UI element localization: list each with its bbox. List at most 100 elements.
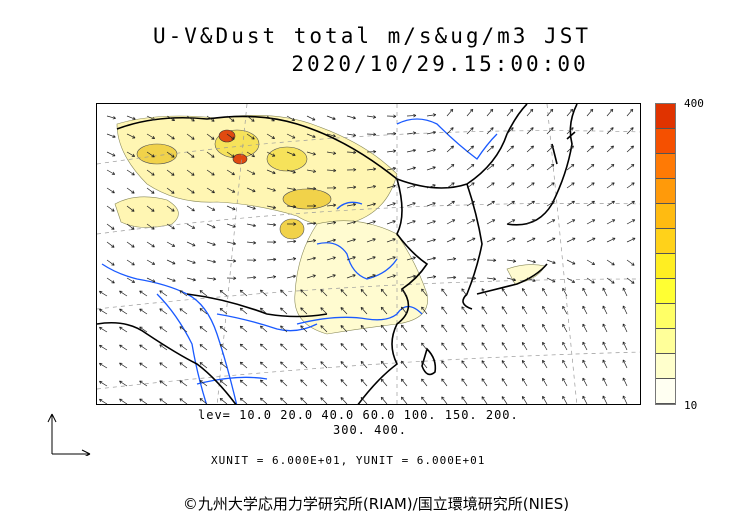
dust-region-japan	[506, 264, 546, 285]
wind-arrow	[441, 306, 448, 315]
wind-arrow	[300, 289, 308, 297]
wind-arrow	[360, 360, 368, 369]
wind-arrow	[106, 241, 115, 248]
wind-arrow	[446, 275, 457, 280]
wind-arrow	[226, 259, 237, 263]
colorbar-segment	[656, 304, 675, 329]
wind-arrow	[206, 205, 216, 211]
wind-arrow	[366, 149, 377, 154]
wind-arrow	[126, 187, 135, 194]
wind-arrow	[320, 325, 328, 333]
wind-arrow	[186, 133, 195, 140]
wind-arrow	[166, 115, 175, 122]
dust-shading	[114, 115, 546, 335]
contour-levels-line1: lev= 10.0 20.0 40.0 60.0 100. 150. 200.	[198, 408, 519, 422]
wind-arrow	[306, 204, 317, 208]
colorbar-segment	[656, 179, 675, 204]
wind-arrow	[366, 167, 377, 171]
wind-arrow	[346, 150, 357, 155]
wind-arrow	[259, 307, 268, 315]
wind-arrow	[566, 219, 576, 225]
wind-arrow	[186, 259, 196, 264]
wind-arrow	[406, 202, 416, 207]
wind-arrow	[340, 361, 348, 369]
wind-arrow	[179, 362, 188, 369]
wind-arrow	[206, 223, 216, 229]
wind-arrow	[186, 223, 196, 229]
wind-arrow	[246, 241, 257, 245]
colorbar-segment	[656, 229, 675, 254]
wind-arrow	[246, 115, 255, 122]
wind-arrow	[386, 274, 396, 279]
wind-arrow	[186, 241, 196, 247]
wind-arrow	[446, 237, 456, 243]
wind-arrow	[606, 219, 616, 225]
wind-arrow	[481, 288, 488, 297]
wind-arrow	[562, 323, 568, 333]
wind-arrow	[226, 169, 235, 176]
wind-arrow	[219, 361, 228, 369]
wind-arrow	[320, 307, 328, 315]
wind-arrow	[586, 200, 595, 207]
wind-arrow	[586, 108, 594, 117]
wind-arrow	[380, 306, 388, 315]
wind-arrow	[239, 307, 248, 315]
wind-arrow	[542, 323, 548, 333]
wind-arrow	[206, 277, 217, 281]
wind-arrow	[259, 361, 268, 369]
wind-arrow	[366, 115, 377, 119]
wind-arrow	[106, 223, 115, 230]
wind-arrow	[526, 219, 536, 225]
wind-arrow	[246, 133, 255, 140]
wind-arrow	[542, 287, 548, 297]
dust-core-4	[136, 143, 178, 165]
wind-arrow	[626, 237, 636, 243]
wind-arrow	[426, 220, 436, 225]
colorbar-segment	[656, 379, 675, 404]
wind-arrow	[320, 343, 328, 351]
wind-arrow	[139, 290, 148, 297]
wind-arrow	[366, 184, 377, 189]
wind-arrow	[159, 344, 168, 351]
wind-arrow	[166, 169, 175, 176]
wind-arrow	[582, 359, 588, 369]
colorbar-max-label: 400	[684, 97, 704, 110]
wind-arrow	[566, 127, 574, 135]
dust-core-2	[266, 146, 308, 172]
wind-arrow	[286, 204, 297, 209]
wind-arrow	[199, 290, 208, 297]
colorbar-segment	[656, 329, 675, 354]
wind-arrow	[521, 324, 528, 333]
wind-arrow	[300, 397, 308, 404]
wind-arrow	[421, 306, 428, 315]
wind-arrow	[139, 362, 148, 369]
wind-arrow	[446, 182, 455, 189]
wind-arrow	[602, 305, 608, 315]
wind-arrow	[166, 277, 176, 282]
wind-arrow	[622, 395, 628, 404]
wind-arrow	[386, 114, 397, 119]
wind-arrow	[602, 395, 608, 404]
wind-arrow	[340, 397, 348, 404]
wind-arrow	[346, 274, 356, 279]
wind-arrow	[219, 343, 228, 351]
wind-arrow	[526, 237, 536, 243]
wind-arrow	[106, 187, 115, 194]
wind-arrow	[346, 185, 357, 189]
wind-arrow	[606, 200, 615, 207]
wind-arrow	[506, 127, 514, 135]
wind-arrow	[146, 133, 156, 139]
wind-arrow	[226, 223, 236, 228]
wind-arrow	[366, 274, 376, 279]
wind-arrow	[461, 306, 468, 315]
wind-arrow	[99, 362, 108, 369]
wind-arrow	[219, 307, 228, 315]
wind-arrow	[280, 289, 288, 297]
wind-arrow	[306, 133, 316, 139]
wind-arrow	[199, 380, 208, 387]
wind-vector-field	[99, 108, 636, 404]
wind-arrow	[441, 360, 448, 369]
wind-arrow	[481, 396, 488, 404]
wind-arrow	[566, 145, 574, 153]
wind-arrow	[441, 396, 448, 404]
